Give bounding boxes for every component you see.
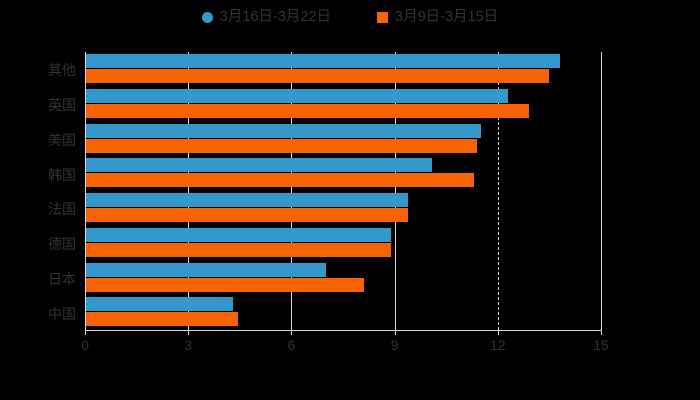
legend-circle-marker-icon bbox=[201, 11, 213, 23]
chart-legend: 3月16日-3月22日 3月9日-3月15日 bbox=[0, 10, 700, 25]
x-axis-tick-label-6: 6 bbox=[287, 337, 296, 353]
bar-group bbox=[85, 191, 601, 226]
bar-其他-series-0[interactable] bbox=[85, 54, 560, 68]
y-axis-labels: 其他 英国 美国 韩国 法国 德国 日本 中国 bbox=[0, 52, 76, 330]
bar-美国-series-1[interactable] bbox=[85, 138, 478, 153]
x-axis-line bbox=[85, 330, 602, 331]
x-axis-tick-15 bbox=[601, 330, 602, 335]
y-axis-tick-label-4: 法国 bbox=[48, 201, 76, 218]
legend-item-series-1[interactable]: 3月9日-3月15日 bbox=[377, 10, 498, 25]
y-axis-tick-label-2: 美国 bbox=[48, 131, 76, 148]
bar-英国-series-0[interactable] bbox=[85, 88, 509, 103]
bar-group bbox=[85, 122, 601, 157]
x-axis-tick-label-9: 9 bbox=[390, 337, 399, 353]
bar-中国-series-0[interactable] bbox=[85, 297, 233, 312]
legend-label-series-0: 3月16日-3月22日 bbox=[219, 9, 332, 25]
legend-item-series-0[interactable]: 3月16日-3月22日 bbox=[201, 9, 332, 25]
y-axis-tick-label-6: 日本 bbox=[48, 270, 76, 287]
bar-其他-series-1[interactable] bbox=[85, 69, 550, 83]
bar-group bbox=[85, 226, 601, 261]
bar-法国-series-1[interactable] bbox=[85, 208, 409, 222]
bar-法国-series-0[interactable] bbox=[85, 193, 409, 207]
y-axis-tick-label-0: 其他 bbox=[48, 62, 76, 79]
bar-group bbox=[85, 295, 601, 330]
bar-英国-series-1[interactable] bbox=[85, 103, 529, 118]
y-axis-tick-label-5: 德国 bbox=[48, 236, 76, 253]
x-axis-tick-6 bbox=[291, 330, 293, 335]
legend-square-marker-icon bbox=[377, 11, 389, 23]
x-axis-tick-label-15: 15 bbox=[593, 337, 609, 353]
y-axis-tick-label-1: 英国 bbox=[48, 97, 76, 114]
gridline-15 bbox=[601, 52, 602, 330]
bar-series-container bbox=[85, 52, 601, 330]
x-axis-tick-label-12: 12 bbox=[490, 337, 506, 353]
legend-label-series-1: 3月9日-3月15日 bbox=[395, 9, 499, 25]
bar-group bbox=[85, 87, 601, 122]
bar-美国-series-0[interactable] bbox=[85, 123, 481, 138]
x-axis-tick-3 bbox=[188, 330, 190, 335]
x-axis-tick-label-0: 0 bbox=[81, 337, 89, 353]
bar-中国-series-1[interactable] bbox=[85, 312, 239, 327]
bar-日本-series-0[interactable] bbox=[85, 262, 326, 277]
x-axis-tick-12 bbox=[497, 330, 499, 335]
bar-group bbox=[85, 156, 601, 191]
bar-group bbox=[85, 261, 601, 296]
y-axis-tick-label-7: 中国 bbox=[48, 305, 76, 322]
bar-日本-series-1[interactable] bbox=[85, 277, 364, 292]
y-axis-line bbox=[85, 52, 86, 330]
x-axis-tick-0 bbox=[85, 330, 86, 335]
plot-area bbox=[85, 52, 602, 330]
y-axis-tick-label-3: 韩国 bbox=[48, 166, 76, 183]
bar-韩国-series-0[interactable] bbox=[85, 158, 433, 173]
x-axis-tick-label-3: 3 bbox=[184, 337, 193, 353]
x-axis-tick-9 bbox=[394, 330, 396, 335]
bar-group bbox=[85, 52, 601, 87]
bar-德国-series-0[interactable] bbox=[85, 227, 392, 242]
bar-德国-series-1[interactable] bbox=[85, 242, 392, 257]
bar-韩国-series-1[interactable] bbox=[85, 173, 474, 188]
